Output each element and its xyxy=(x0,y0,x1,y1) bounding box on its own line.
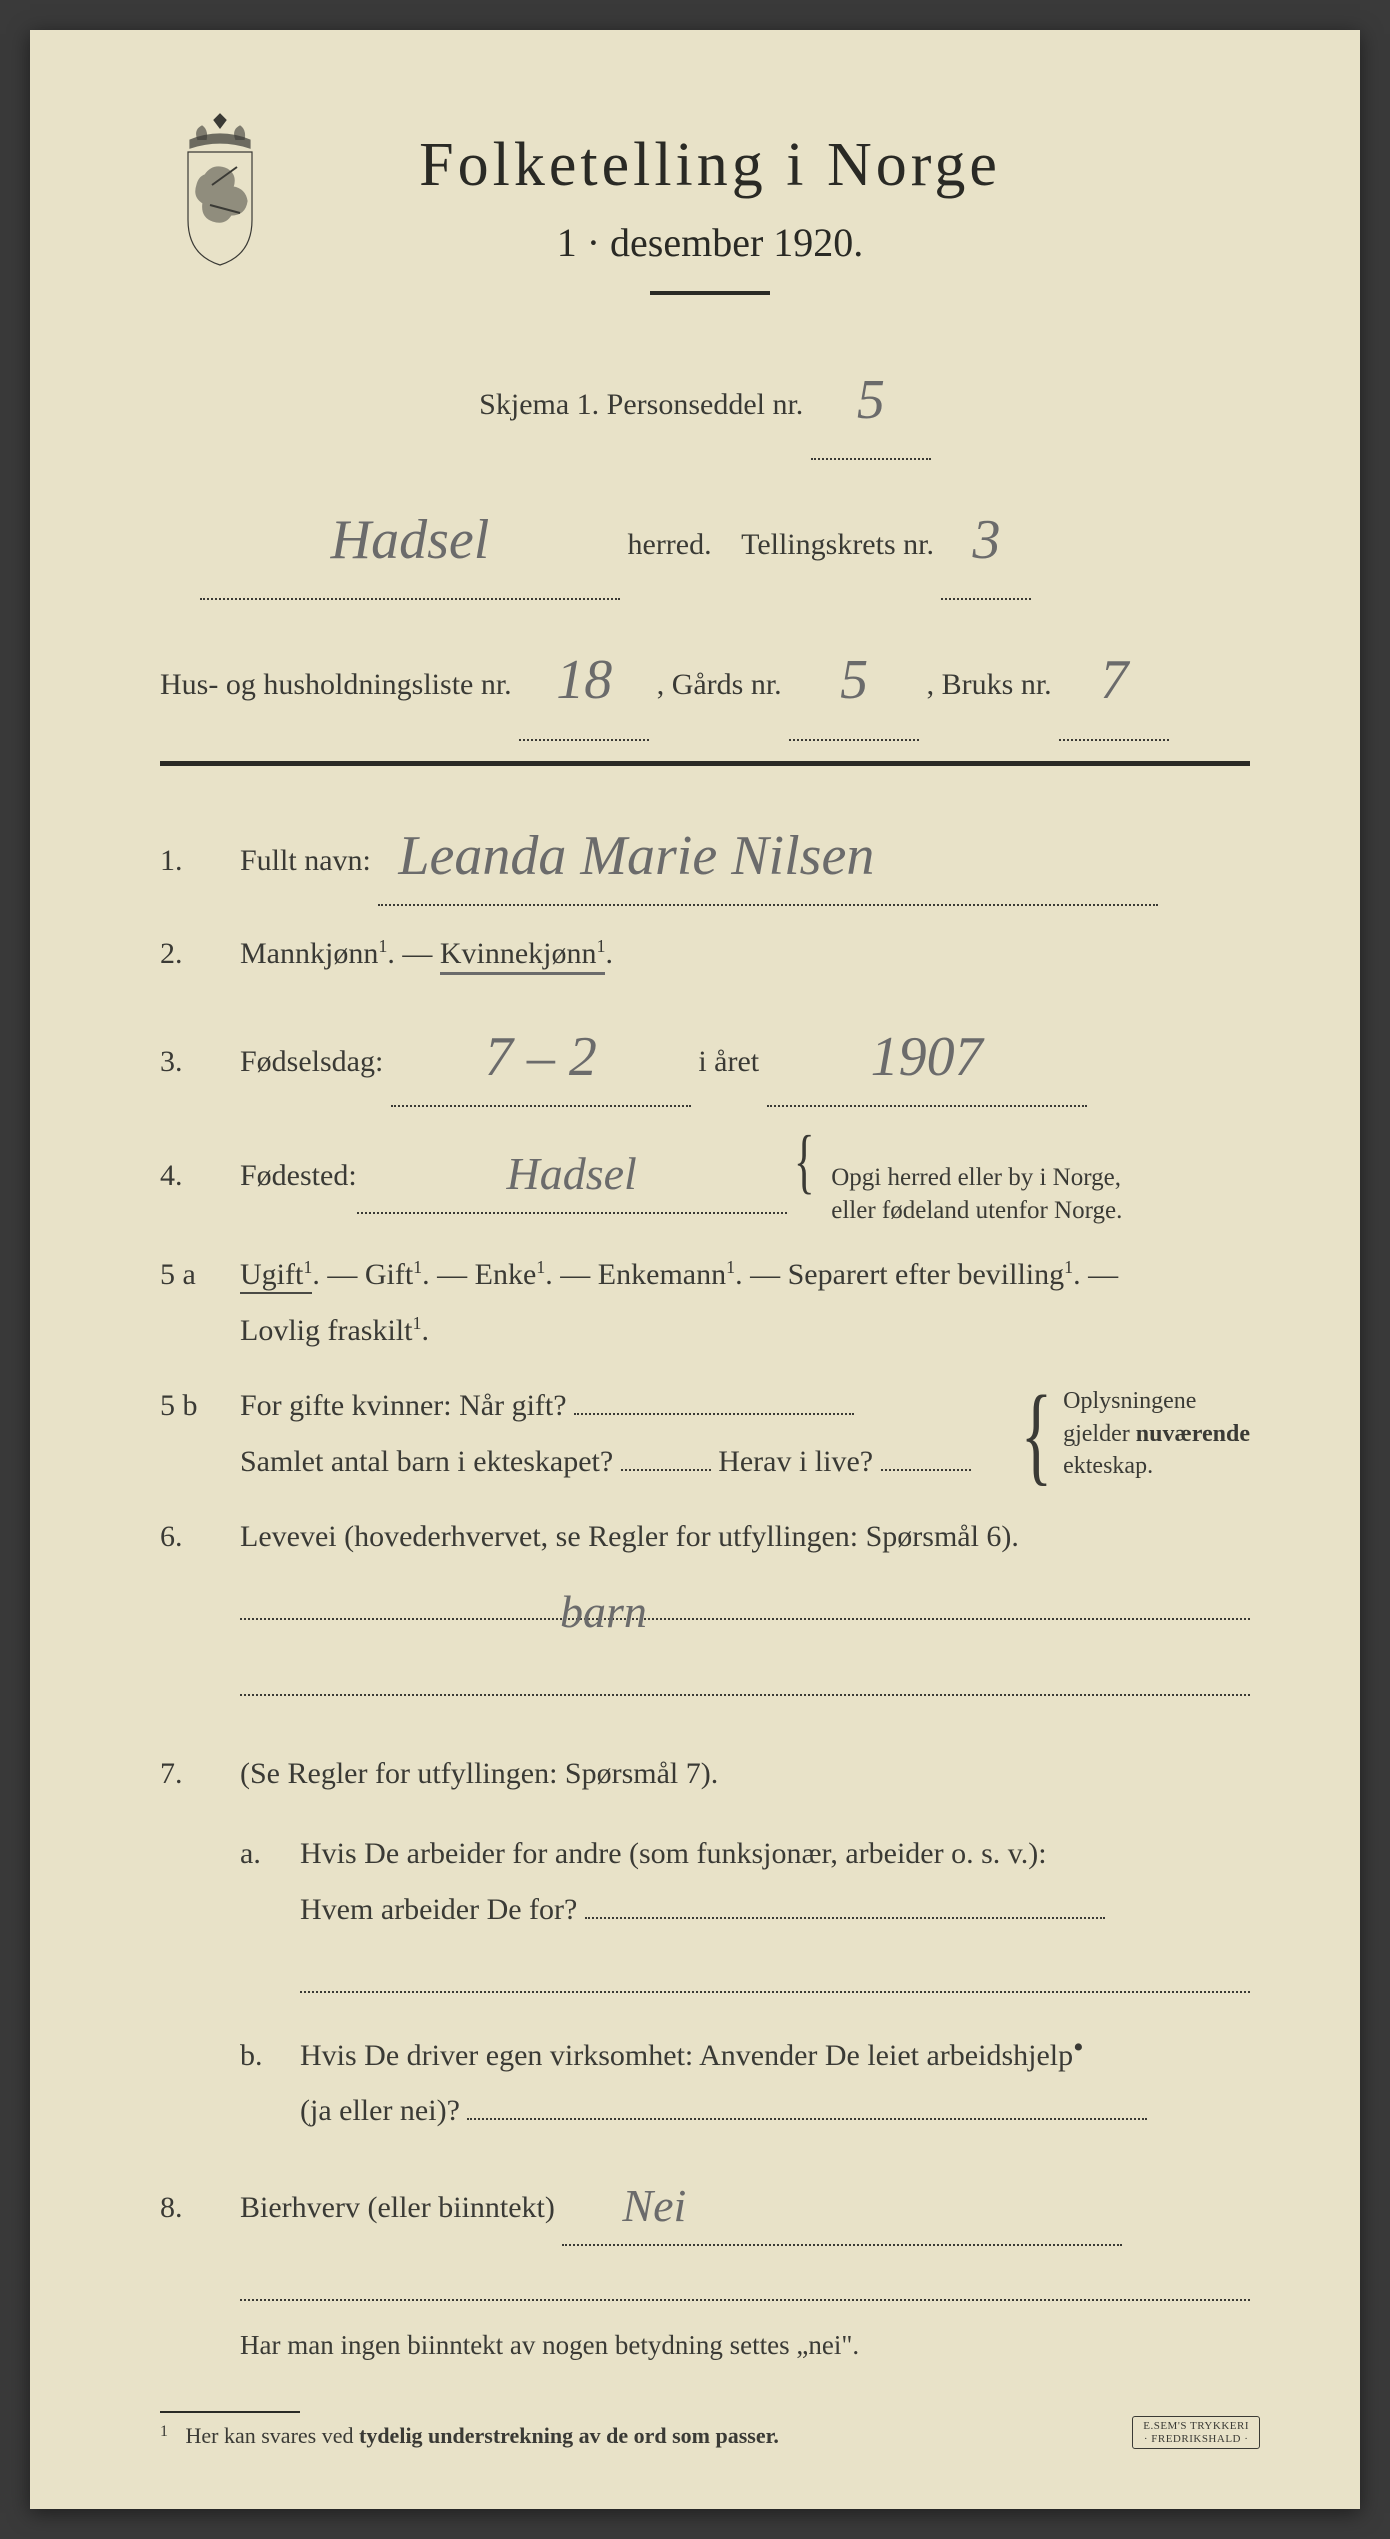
q5b-note-l3: ekteskap. xyxy=(1063,1453,1153,1479)
subtitle: 1 · desember 1920. xyxy=(310,219,1110,266)
q4-label: Fødested: xyxy=(240,1148,357,1204)
q6-line1: barn xyxy=(240,1565,1250,1621)
coat-of-arms-icon xyxy=(160,110,280,270)
q1-value: Leanda Marie Nilsen xyxy=(378,825,874,887)
q8-num: 8. xyxy=(160,2180,240,2236)
tellingskrets-nr: 3 xyxy=(972,509,1000,571)
husliste-label: Hus- og husholdningsliste nr. xyxy=(160,668,512,701)
q6-row: 6. Levevei (hovederhvervet, se Regler fo… xyxy=(160,1509,1250,1716)
header: Folketelling i Norge 1 · desember 1920. xyxy=(160,130,1250,295)
title-block: Folketelling i Norge 1 · desember 1920. xyxy=(310,130,1250,295)
q3-year-label: i året xyxy=(698,1045,759,1078)
q5b-l1a: For gifte kvinner: Når gift? xyxy=(240,1389,567,1422)
q7-intro: (Se Regler for utfyllingen: Spørsmål 7). xyxy=(240,1757,718,1790)
printer-l1: E.SEM'S TRYKKERI xyxy=(1143,2420,1249,2432)
q4-note-l2: eller fødeland utenfor Norge. xyxy=(831,1197,1122,1224)
q2-sep1: — xyxy=(402,937,440,970)
main-title: Folketelling i Norge xyxy=(310,130,1110,201)
q5b-l2b: Herav i live? xyxy=(718,1445,873,1478)
q5a-separert: Separert efter bevilling xyxy=(788,1258,1065,1291)
herred-value: Hadsel xyxy=(331,509,490,571)
q6-line2 xyxy=(240,1640,1250,1696)
thick-rule xyxy=(160,761,1250,766)
q8-row: 8. Bierhverv (eller biinntekt) Nei Har m… xyxy=(160,2159,1250,2372)
q5a-gift: Gift xyxy=(365,1258,413,1291)
q5b-row: 5 b For gifte kvinner: Når gift? Samlet … xyxy=(160,1378,1250,1489)
title-rule xyxy=(650,291,770,295)
q4-num: 4. xyxy=(160,1148,240,1204)
meta-row-1: Skjema 1. Personseddel nr. 5 xyxy=(160,335,1250,460)
q5b-l2a: Samlet antal barn i ekteskapet? xyxy=(240,1445,613,1478)
meta-block: Skjema 1. Personseddel nr. 5 Hadsel herr… xyxy=(160,335,1250,741)
q7a-l2: Hvem arbeider De for? xyxy=(300,1893,577,1926)
q8-value: Nei xyxy=(562,2180,686,2231)
q1-num: 1. xyxy=(160,833,240,889)
footnote: 1 Her kan svares ved tydelig understrekn… xyxy=(160,2401,1250,2449)
q4-note: Opgi herred eller by i Norge, eller føde… xyxy=(831,1162,1122,1227)
census-form-page: Folketelling i Norge 1 · desember 1920. … xyxy=(30,30,1360,2509)
q3-num: 3. xyxy=(160,1034,240,1090)
skjema-label: Skjema 1. Personseddel nr. xyxy=(479,388,803,421)
questions: 1. Fullt navn: Leanda Marie Nilsen 2. Ma… xyxy=(160,801,1250,2372)
husliste-nr: 18 xyxy=(556,649,612,711)
personseddel-nr: 5 xyxy=(857,369,885,431)
q8-label: Bierhverv (eller biinntekt) xyxy=(240,2191,555,2224)
q4-row: 4. Fødested: Hadsel { Opgi herred eller … xyxy=(160,1127,1250,1227)
q8-line xyxy=(240,2246,1250,2302)
q2-kvinne: Kvinnekjønn xyxy=(440,937,597,970)
q8-note: Har man ingen biinntekt av nogen betydni… xyxy=(240,2321,1250,2371)
q4-value: Hadsel xyxy=(507,1148,637,1199)
q6-value: barn xyxy=(560,1569,647,1625)
q5b-num: 5 b xyxy=(160,1378,240,1434)
q7a-l1: Hvis De arbeider for andre (som funksjon… xyxy=(300,1837,1047,1870)
q7a-num: a. xyxy=(240,1826,300,2013)
q1-row: 1. Fullt navn: Leanda Marie Nilsen xyxy=(160,801,1250,907)
q5a-ugift: Ugift xyxy=(240,1258,303,1291)
gards-label: , Gårds nr. xyxy=(657,668,782,701)
q5b-note-l1: Oplysningene xyxy=(1063,1388,1196,1414)
q2-num: 2. xyxy=(160,926,240,982)
q7-row: 7. (Se Regler for utfyllingen: Spørsmål … xyxy=(160,1746,1250,2139)
q1-label: Fullt navn: xyxy=(240,844,371,877)
printer-mark: E.SEM'S TRYKKERI · FREDRIKSHALD · xyxy=(1132,2416,1260,2449)
q7b-l2: (ja eller nei)? xyxy=(300,2094,460,2127)
q3-day: 7 – 2 xyxy=(485,1026,597,1088)
q3-label: Fødselsdag: xyxy=(240,1045,383,1078)
bruks-nr: 7 xyxy=(1100,649,1128,711)
q5b-note: Oplysningene gjelder nuværende ekteskap. xyxy=(1063,1385,1250,1482)
q5a-row: 5 a Ugift1. — Gift1. — Enke1. — Enkemann… xyxy=(160,1247,1250,1358)
q6-num: 6. xyxy=(160,1509,240,1565)
q2-row: 2. Mannkjønn1. — Kvinnekjønn1. xyxy=(160,926,1250,982)
gards-nr: 5 xyxy=(840,649,868,711)
q6-label: Levevei (hovederhvervet, se Regler for u… xyxy=(240,1520,1019,1553)
printer-l2: · FREDRIKSHALD · xyxy=(1144,2433,1249,2445)
q5a-num: 5 a xyxy=(160,1247,240,1303)
q3-row: 3. Fødselsdag: 7 – 2 i året 1907 xyxy=(160,1002,1250,1108)
q7b-num: b. xyxy=(240,2028,300,2139)
q5a-enkemann: Enkemann xyxy=(598,1258,726,1291)
tellingskrets-label: Tellingskrets nr. xyxy=(741,528,934,561)
meta-row-3: Hus- og husholdningsliste nr. 18 , Gårds… xyxy=(160,615,1250,740)
q3-year: 1907 xyxy=(871,1026,983,1088)
q5a-enke: Enke xyxy=(475,1258,537,1291)
q2-mann: Mannkjønn xyxy=(240,937,378,970)
meta-row-2: Hadsel herred. Tellingskrets nr. 3 xyxy=(160,475,1250,600)
footnote-marker: 1 xyxy=(160,2423,168,2440)
herred-label: herred. xyxy=(628,528,712,561)
q5a-fraskilt: Lovlig fraskilt xyxy=(240,1314,412,1347)
bruks-label: , Bruks nr. xyxy=(927,668,1052,701)
q7a-line xyxy=(300,1937,1250,1993)
q4-note-l1: Opgi herred eller by i Norge, xyxy=(831,1164,1121,1191)
q7-num: 7. xyxy=(160,1746,240,1802)
q7b-l1: Hvis De driver egen virksomhet: Anvender… xyxy=(300,2039,1073,2072)
